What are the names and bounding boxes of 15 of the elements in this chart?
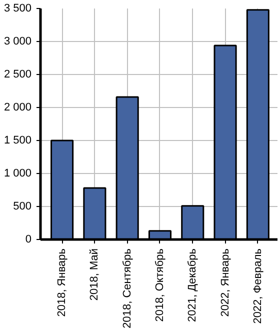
- y-tick-label: 1 000: [4, 168, 32, 180]
- y-tick-label: 1 500: [4, 134, 32, 146]
- x-tick-label: 2021, Декабрь: [186, 248, 199, 322]
- x-tick-label: 2022, Январь: [219, 248, 232, 317]
- x-tick-label: 2022, Февраль: [252, 248, 264, 324]
- y-tick-label: 500: [13, 200, 32, 212]
- y-tick-label: 3 500: [4, 2, 32, 14]
- y-tick-label: 2 000: [4, 102, 32, 114]
- y-tick-label: 3 000: [4, 36, 32, 48]
- x-tick-label: 2018, Январь: [56, 248, 68, 317]
- x-tick-label: 2018, Май: [88, 248, 101, 301]
- x-tick-label: 2018, Октябрь: [154, 248, 166, 322]
- y-tick-label: 2 500: [4, 68, 32, 80]
- x-tick-label: 2018, Сентябрь: [121, 248, 134, 328]
- y-tick-label: 0: [25, 234, 32, 246]
